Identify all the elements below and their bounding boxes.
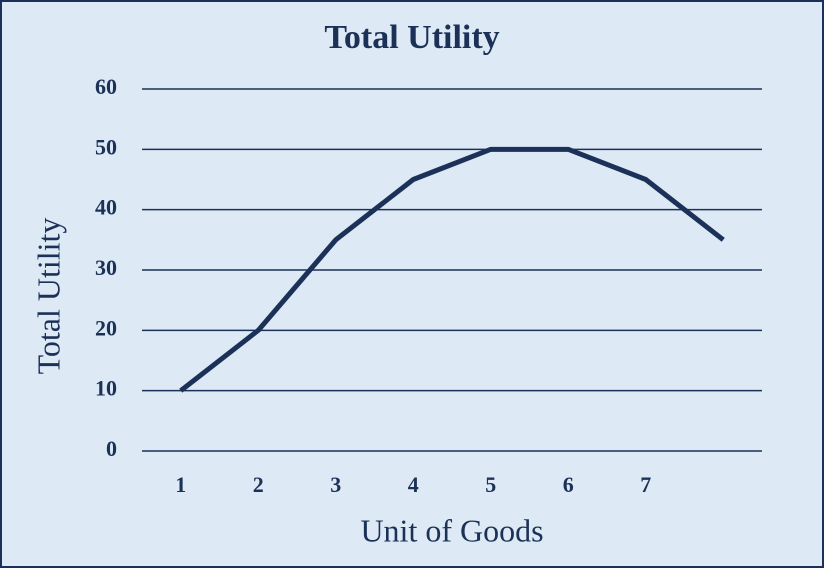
- data-line: [179, 146, 725, 393]
- x-tick-label: 7: [640, 472, 651, 497]
- y-tick-label: 30: [95, 255, 117, 280]
- y-axis-title: Total Utility: [30, 218, 66, 375]
- chart-title: Total Utility: [324, 19, 499, 56]
- x-axis-title: Unit of Goods: [360, 512, 543, 548]
- y-tick-label: 50: [95, 134, 117, 159]
- y-tick-label: 20: [95, 315, 117, 340]
- x-tick-label: 1: [175, 472, 186, 497]
- y-tick-label: 40: [95, 195, 117, 220]
- x-tick-label: 6: [563, 472, 574, 497]
- y-tick-label: 0: [106, 436, 117, 461]
- x-tick-label: 3: [330, 472, 341, 497]
- y-tick-label: 10: [95, 376, 117, 401]
- y-tick-label: 60: [95, 74, 117, 99]
- x-tick-label: 4: [408, 472, 419, 497]
- x-tick-label: 2: [253, 472, 264, 497]
- x-tick-label: 5: [485, 472, 496, 497]
